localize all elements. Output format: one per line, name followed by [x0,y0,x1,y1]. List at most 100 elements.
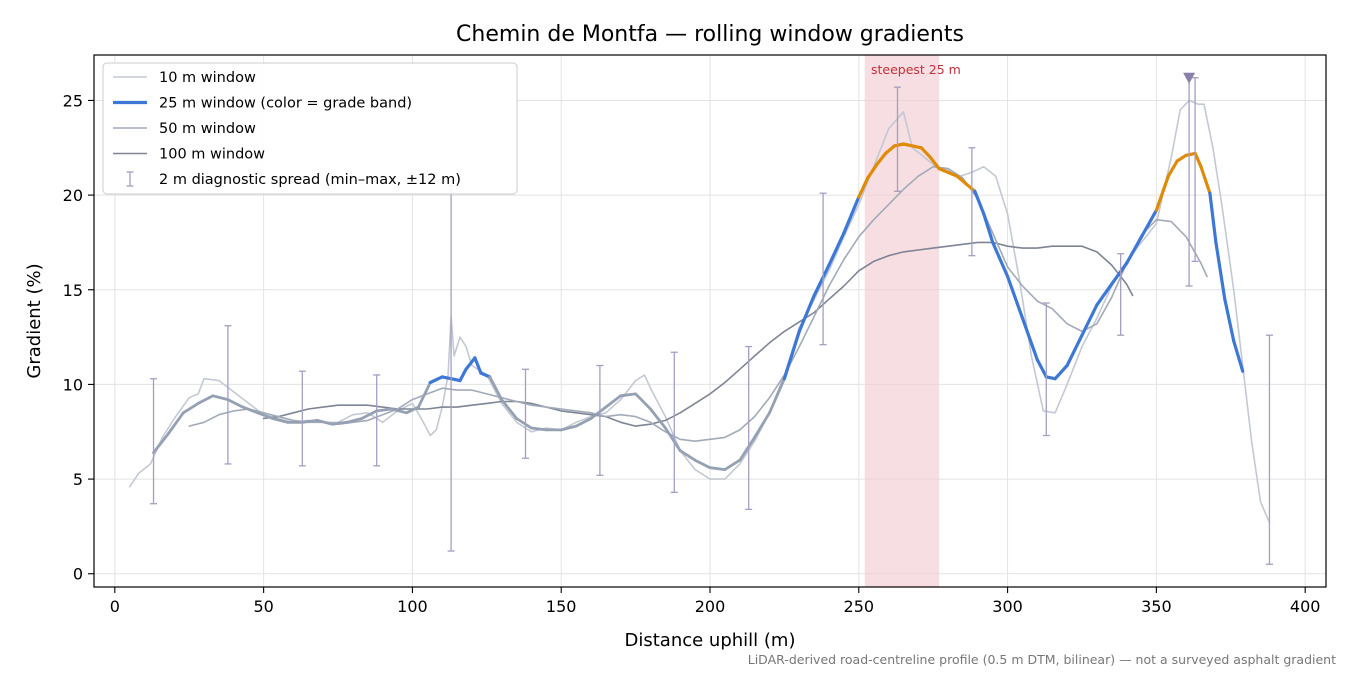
series-25m-segment [196,394,215,405]
series-25m-segment [1110,261,1129,286]
series-25m-segment [256,411,275,420]
series-25m-segment [1154,174,1170,212]
y-tick-label: 15 [63,281,83,300]
series-25m-segment [416,381,432,409]
series-25m-segment [797,293,816,333]
series-25m-segment [1193,151,1203,169]
series-25m-segment [271,417,289,424]
series-25m-segment [152,432,170,455]
series-25m-segment [473,356,483,375]
y-tick-label: 0 [73,565,83,584]
series-25m-segment [928,155,941,171]
series-25m-segment [1124,235,1144,265]
series-25m-segment [1095,282,1114,307]
legend-item: 2 m diagnostic spread (min–max, ±12 m) [126,171,461,188]
series-25m-segment [1223,297,1236,343]
series-25m-segment [1020,316,1039,362]
series-25m-segment [1175,153,1188,163]
y-axis-label: Gradient (%) [24,263,45,378]
series-25m-segment [574,417,593,428]
series-25m-segment [678,449,697,462]
series-25m-segment [458,367,468,383]
x-tick-label: 50 [253,597,273,616]
series-25m-segment [500,398,518,420]
series-25m-segment [1208,191,1218,244]
series-25m-segment [405,405,420,415]
series-25m-segment [1035,358,1048,379]
series-25m-segment [753,411,771,439]
series-25m-segment [604,394,623,409]
series-25m-segment [955,174,968,186]
peak-marker [1183,72,1196,84]
series-25m-segment [589,405,608,420]
steepest-band [864,55,940,587]
error-bar [819,192,827,346]
series-25m-segment [982,212,995,244]
series-25m-segment [857,176,870,199]
series-25m-segment [488,375,504,402]
diagnostic-spread-bars [150,77,1273,565]
series-25m-segment [723,458,742,472]
error-bar [1042,302,1050,437]
series-25m-segment [300,418,319,424]
error-bar [670,351,678,493]
series-25m-segment [782,329,801,381]
series-25m-segment [866,163,879,180]
series-25m-segment [226,398,245,409]
series-25m-segment [1139,208,1159,239]
series-25m-segment [390,407,408,415]
series-10m-line [128,99,1271,524]
series-25m-segment [991,240,1010,279]
series-25m-segment [166,411,185,436]
legend-item: 50 m window [113,121,256,137]
error-bar [596,364,604,476]
error-bar [1265,334,1273,565]
y-tick-label: 10 [63,375,83,394]
series-25m-segment [708,466,727,472]
series-25m-segment [768,377,786,415]
error-bar [893,86,901,192]
series-100m-line [262,241,1134,427]
series-25m-segment [241,405,260,415]
series-25m-segment [315,418,334,426]
series-25m-segment [1005,274,1025,320]
series-25m-line [152,142,1245,472]
legend-item: 25 m window (color = grade band) [113,96,412,112]
series-25m-segment [738,435,756,462]
series-25m-segment [515,417,533,430]
series-25m-segment [693,458,712,470]
series-25m-segment [479,371,492,379]
error-bar [298,370,306,467]
series-25m-segment [330,420,349,426]
series-25m-segment [360,409,379,420]
plot-area: steepest 25 m 0 50 100 150 200 250 300 350 400 0 5 1… [63,54,1327,616]
series-25m-segment [812,263,831,297]
x-tick-label: 350 [1141,597,1172,616]
series-25m-segment [619,392,637,398]
y-tick-label: 25 [63,91,83,110]
series-25m-segment [919,146,932,159]
series-25m-segment [649,407,667,430]
legend-label: 25 m window (color = grade band) [159,96,412,112]
steepest-label: steepest 25 m [871,62,961,77]
series-25m-segment [1080,303,1099,337]
x-tick-label: 300 [992,597,1023,616]
x-tick-label: 250 [844,597,875,616]
series-25m-segment [559,424,578,432]
series-50m-line [188,165,1208,442]
legend-item: 10 m window [113,70,256,86]
series-25m-segment [1053,363,1069,381]
series-25m-segment [973,189,986,216]
series-25m-segment [428,375,444,385]
series-25m-segment [1232,339,1245,373]
series-25m-segment [181,401,200,415]
legend-label: 10 m window [159,70,256,86]
series-25m-segment [211,394,230,402]
legend-box [102,62,518,195]
error-bar [1117,253,1125,336]
axis-ticks: 0 50 100 150 200 250 300 350 400 0 5 10 15 20 25 [63,91,1321,616]
footnote: LiDAR-derived road-centreline profile (0… [748,652,1336,667]
series-25m-segment [1214,240,1227,301]
series-25m-segment [1065,333,1084,368]
